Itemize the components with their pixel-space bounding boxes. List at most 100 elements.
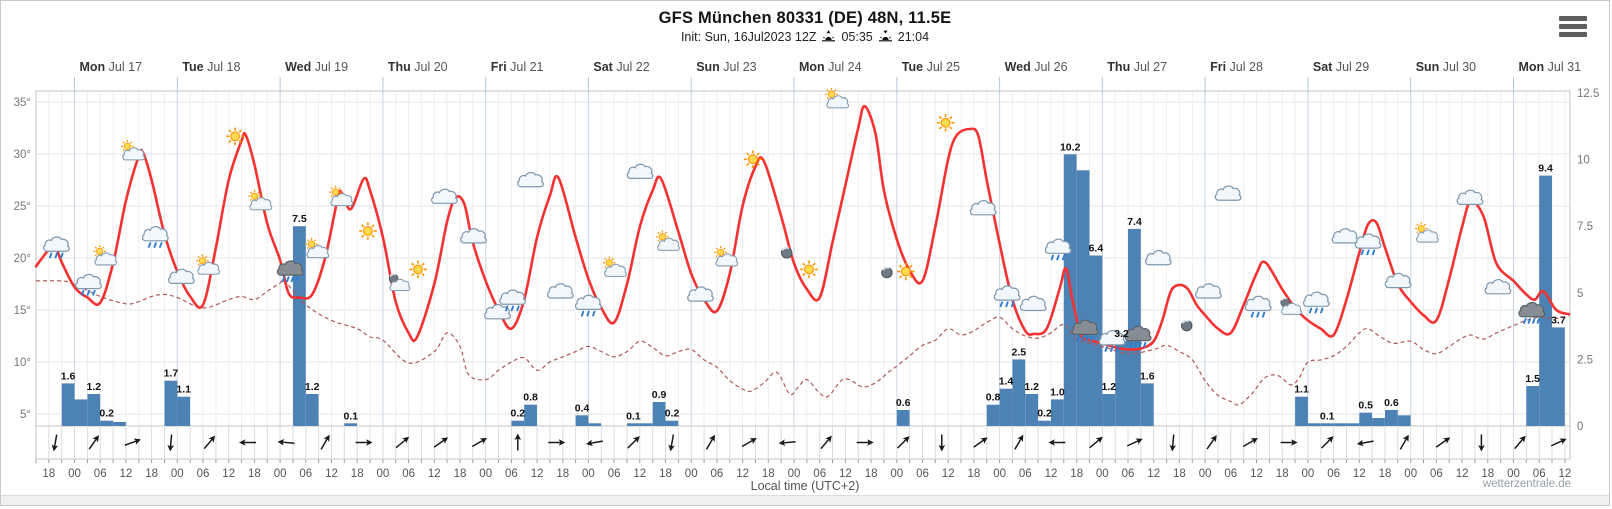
cloud-icon (1196, 284, 1222, 298)
precip-value-label: 1.1 (176, 384, 191, 396)
precip-bar (986, 404, 1000, 426)
day-headers: Mon Jul 17 Tue Jul 18 Wed Jul 19 Thu Jul 20… (74, 60, 1581, 93)
precip-value-label: 1.2 (1101, 381, 1116, 393)
svg-text:35°: 35° (14, 97, 31, 109)
dewpoint-line (35, 278, 1570, 406)
precip-value-label: 1.0 (1050, 386, 1065, 398)
precip-bar (1051, 399, 1064, 426)
day-label: Fri Jul 21 (491, 60, 544, 74)
day-label: Tue Jul 18 (182, 60, 240, 74)
time-labels: 18 00 06 12 18 00 06 12 18 00 06 12 18 00 06 12 18 00 06 12… (42, 468, 1571, 480)
time-label: 12 (428, 468, 441, 480)
sun-cloud-icon (656, 231, 679, 251)
sun-cloud-icon (121, 140, 144, 160)
cloud-icon (1457, 190, 1483, 204)
time-label: 06 (299, 468, 312, 480)
time-label: 00 (1096, 468, 1109, 480)
cloud-icon (461, 229, 487, 243)
time-label: 00 (788, 468, 801, 480)
cloud-icon (518, 173, 544, 187)
wind-arrow-icon (167, 434, 174, 452)
precip-bar (1359, 412, 1373, 426)
precip-bar (1526, 386, 1540, 426)
precip-value-label: 1.4 (999, 376, 1014, 388)
wind-arrow-icon (355, 439, 373, 446)
wind-arrow-icon (1399, 434, 1409, 450)
time-label: 18 (1379, 468, 1392, 480)
sun-icon (408, 259, 428, 279)
day-label: Wed Jul 19 (285, 60, 348, 74)
x-axis-title: Local time (UTC+2) (750, 479, 860, 493)
precip-value-label: 0.9 (652, 389, 667, 401)
precip-value-label: 1.2 (305, 381, 320, 393)
time-label: 06 (1327, 468, 1340, 480)
moon-icon (780, 246, 793, 259)
time-label: 06 (813, 468, 826, 480)
time-label: 06 (197, 468, 210, 480)
wind-arrow-icon (1089, 436, 1103, 449)
wind-arrow-icon (1014, 434, 1024, 450)
svg-text:30°: 30° (14, 149, 31, 161)
cloud-icon (627, 164, 653, 178)
precip-bar (639, 423, 653, 426)
precip-value-label: 0.4 (575, 402, 590, 414)
init-label: Init: Sun, 16Jul2023 12Z (680, 30, 817, 44)
precip-value-label: 1.5 (1525, 373, 1540, 385)
precip-bar (1552, 327, 1565, 426)
wind-arrow-icon (1356, 439, 1374, 447)
time-label: 12 (1045, 468, 1058, 480)
wind-arrow-icon (856, 439, 874, 446)
time-label: 18 (762, 468, 775, 480)
wind-arrow-icon (88, 435, 99, 450)
day-label: Sat Jul 29 (1313, 60, 1369, 74)
time-label: 06 (608, 468, 621, 480)
time-label: 18 (659, 468, 672, 480)
precip-value-label: 0.1 (343, 410, 358, 422)
cloud-icon (1485, 280, 1511, 294)
day-label: Tue Jul 25 (902, 60, 960, 74)
sunset-icon (878, 30, 893, 44)
time-label: 18 (865, 468, 878, 480)
precip-bar (1102, 394, 1116, 426)
day-label: Mon Jul 24 (799, 60, 862, 74)
svg-text:7.5: 7.5 (1577, 221, 1593, 233)
time-label: 00 (68, 468, 81, 480)
day-label: Thu Jul 20 (388, 60, 448, 74)
precip-value-label: 1.7 (164, 368, 179, 380)
moon-icon (880, 266, 893, 279)
precip-bar (588, 423, 602, 426)
cloud-icon (1385, 273, 1411, 287)
time-label: 18 (42, 468, 55, 480)
chart-title: GFS München 80331 (DE) 48N, 11.5E (658, 9, 952, 27)
time-label: 00 (890, 468, 903, 480)
wind-arrow-icon (1206, 435, 1217, 450)
wind-arrow-icon (395, 436, 410, 449)
time-label: 18 (1276, 468, 1289, 480)
precip-bar (1539, 175, 1552, 426)
time-label: 00 (377, 468, 390, 480)
precip-value-label: 2.5 (1011, 346, 1026, 358)
day-label: Wed Jul 26 (1005, 60, 1068, 74)
precip-bar (652, 402, 666, 426)
svg-text:15°: 15° (14, 305, 31, 317)
time-label: 18 (351, 468, 364, 480)
chart-subtitle: Init: Sun, 16Jul2023 12Z 05:35 21:04 (1, 30, 1609, 44)
precip-bar (665, 420, 679, 426)
time-label: 00 (274, 468, 287, 480)
time-label: 06 (1430, 468, 1443, 480)
time-label: 06 (94, 468, 107, 480)
wind-arrow-icon (1126, 438, 1143, 447)
sun-icon (896, 261, 916, 282)
day-label: Fri Jul 28 (1210, 60, 1263, 74)
precip-value-label: 0.2 (99, 408, 114, 420)
precip-bar (61, 383, 75, 426)
hamburger-menu-icon[interactable] (1559, 16, 1587, 40)
svg-text:25°: 25° (14, 201, 31, 213)
sun-icon (936, 113, 956, 133)
wind-arrow-icon (514, 433, 522, 451)
left-axis: 35° 30° 25° 20° 15° 10° 5° (14, 97, 31, 421)
sunrise-time: 05:35 (841, 30, 873, 44)
wind-arrow-icon (277, 438, 295, 446)
precip-value-label: 0.2 (665, 408, 680, 420)
